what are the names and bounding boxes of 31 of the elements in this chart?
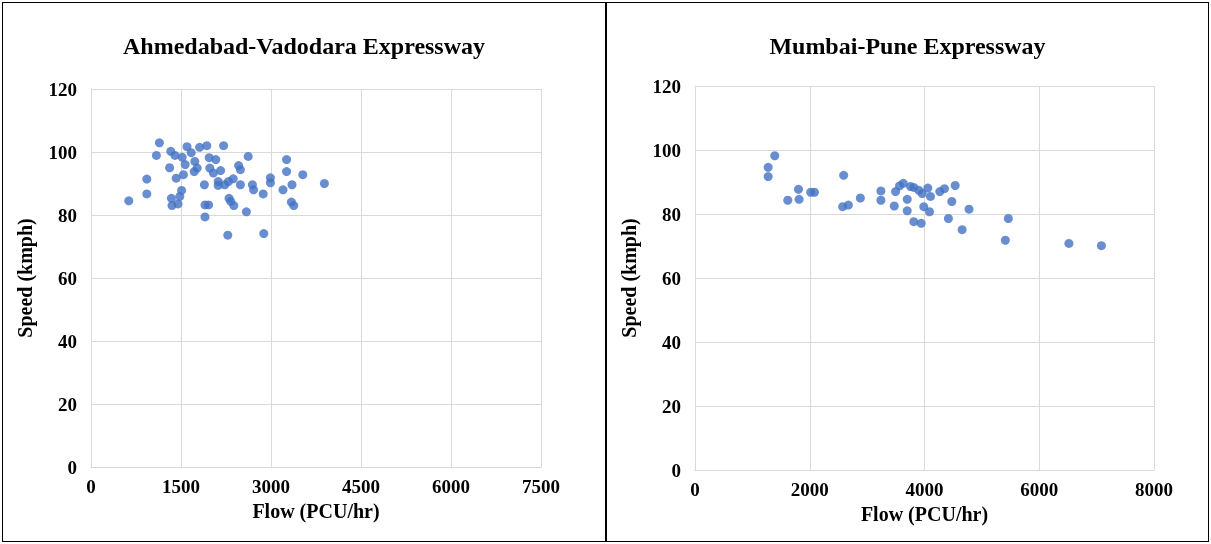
y-axis-title: Speed (kmph)	[14, 218, 37, 338]
x-tick-label: 6000	[432, 476, 470, 497]
x-tick-label: 4500	[342, 476, 380, 497]
x-tick-label: 6000	[1020, 479, 1059, 500]
y-tick-label: 100	[652, 139, 681, 161]
x-tick-label: 7500	[522, 476, 560, 497]
x-tick-label: 0	[86, 476, 96, 497]
y-tick-label: 60	[58, 267, 77, 289]
y-tick-label: 120	[652, 75, 681, 97]
y-tick-label: 20	[58, 393, 77, 415]
y-tick-label: 80	[662, 203, 681, 225]
y-tick-label: 0	[671, 459, 681, 481]
y-tick-label: 80	[58, 204, 77, 226]
chart-title: Ahmedabad-Vadodara Expressway	[122, 33, 486, 59]
chart-title: Mumbai-Pune Expressway	[769, 33, 1046, 59]
y-tick-label: 60	[662, 267, 681, 289]
x-tick-label: 1500	[162, 476, 200, 497]
y-tick-label: 100	[48, 141, 77, 163]
x-tick-label: 0	[690, 479, 700, 500]
x-tick-label: 3000	[252, 476, 290, 497]
x-tick-label: 2000	[790, 479, 829, 500]
x-axis-title: Flow (PCU/hr)	[252, 500, 380, 523]
y-axis-title: Speed (kmph)	[618, 218, 641, 338]
y-tick-label: 20	[662, 395, 681, 417]
x-tick-label: 8000	[1135, 479, 1173, 500]
x-axis-title: Flow (PCU/hr)	[860, 503, 989, 526]
y-tick-label: 40	[58, 330, 77, 352]
y-tick-label: 0	[67, 456, 77, 478]
x-tick-label: 4000	[905, 479, 944, 500]
y-tick-label: 120	[48, 78, 77, 100]
y-tick-label: 40	[662, 331, 681, 353]
